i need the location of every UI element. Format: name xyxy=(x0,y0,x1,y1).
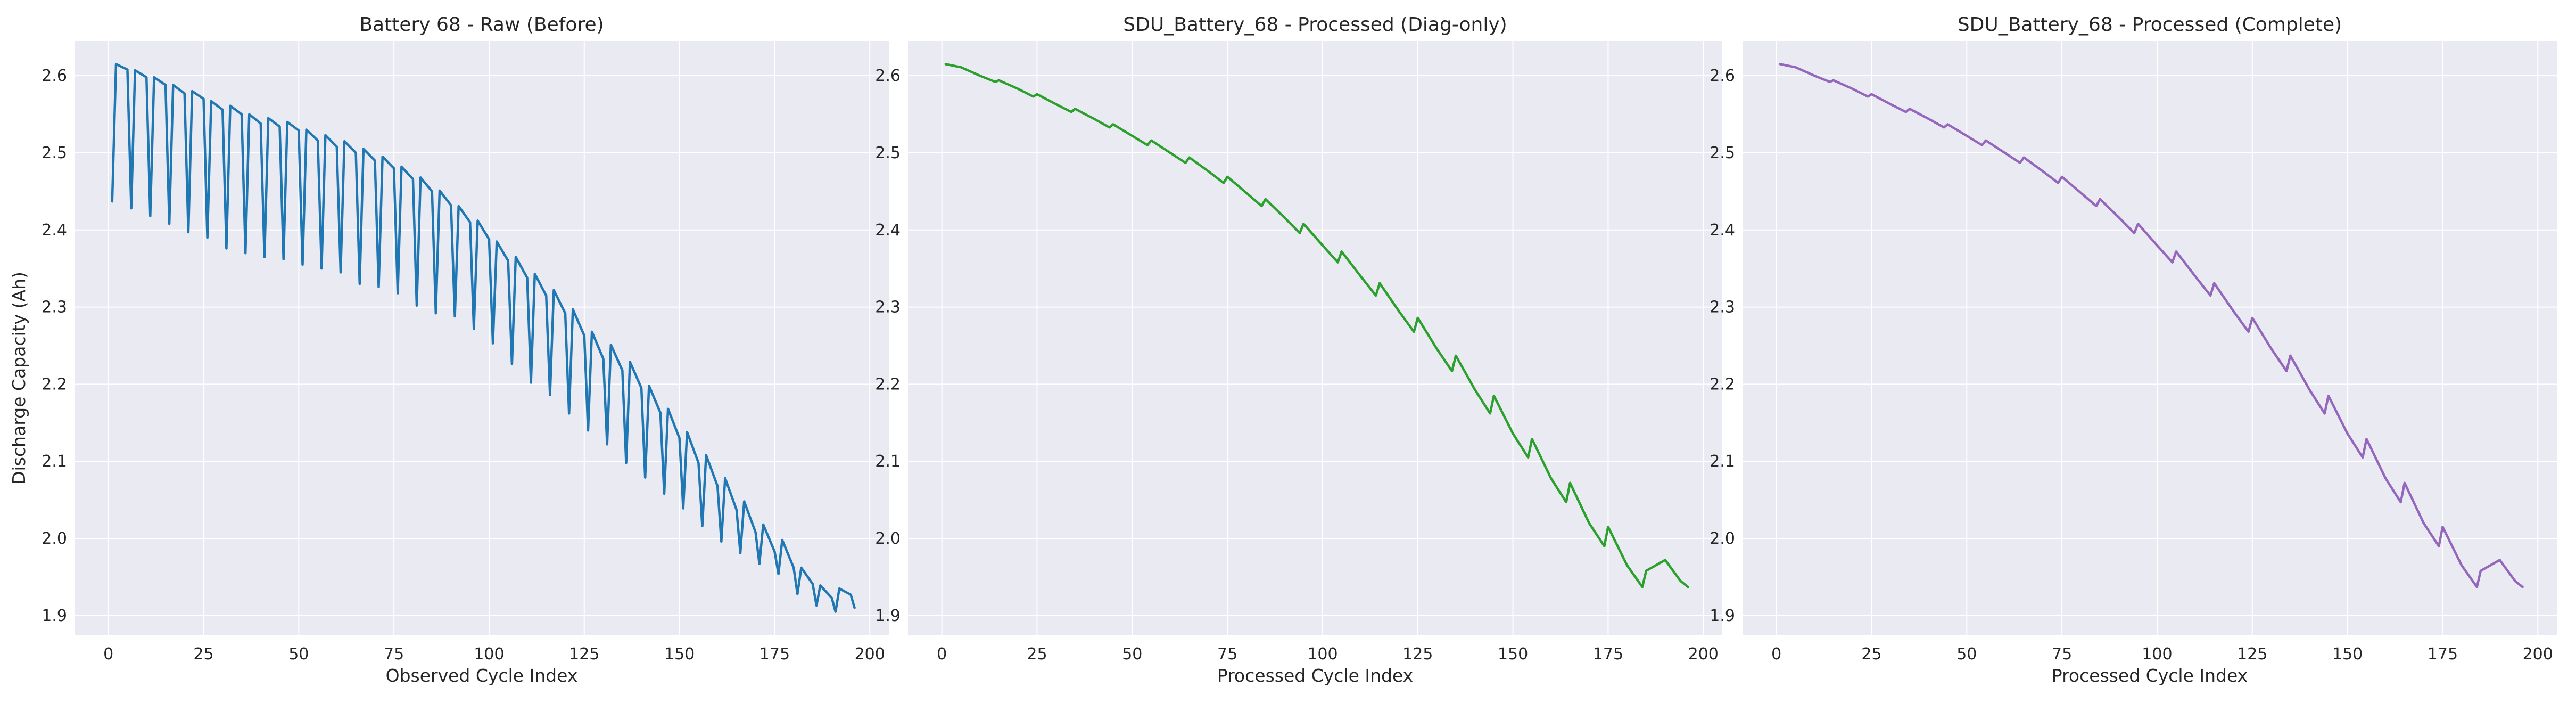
x-tick-label: 200 xyxy=(2523,645,2553,664)
y-tick-label: 2.1 xyxy=(875,452,901,471)
x-tick-label: 0 xyxy=(103,645,113,664)
y-axis-label: Discharge Capacity (Ah) xyxy=(9,272,29,485)
x-tick-label: 150 xyxy=(1498,645,1528,664)
series-line xyxy=(944,63,1689,588)
y-tick-label: 2.3 xyxy=(875,298,901,317)
x-tick-label: 75 xyxy=(2052,645,2072,664)
x-tick-label: 150 xyxy=(664,645,695,664)
x-axis-label: Processed Cycle Index xyxy=(2052,665,2248,686)
y-tick-label: 2.6 xyxy=(875,67,901,85)
y-tick-label: 2.4 xyxy=(875,221,901,240)
y-tick-label: 2.5 xyxy=(1710,144,1735,162)
x-tick-label: 175 xyxy=(1593,645,1623,664)
panel-complete: 0 25 50 75 100 125 150 175 200 1.9 2.0 2.1 2.2 2.3 2.4… xyxy=(1710,14,2557,686)
panel-title: Battery 68 - Raw (Before) xyxy=(359,14,604,36)
y-tick-label: 2.5 xyxy=(42,144,67,162)
ylabel-group: Discharge Capacity (Ah) xyxy=(9,272,29,485)
y-tick-label: 2.2 xyxy=(42,375,67,394)
x-tick-label: 100 xyxy=(2142,645,2172,664)
x-tick-label: 125 xyxy=(1402,645,1433,664)
y-tick-label: 2.3 xyxy=(42,298,67,317)
y-tick-label: 2.6 xyxy=(1710,67,1735,85)
y-tick-label: 2.0 xyxy=(42,529,67,548)
y-tick-label: 2.3 xyxy=(1710,298,1735,317)
y-tick-label: 1.9 xyxy=(875,607,901,625)
y-tick-label: 2.1 xyxy=(1710,452,1735,471)
plot-area xyxy=(1743,41,2557,635)
y-tick-label: 2.2 xyxy=(875,375,901,394)
x-tick-label: 150 xyxy=(2332,645,2363,664)
y-tick-label: 1.9 xyxy=(42,607,67,625)
x-tick-label: 50 xyxy=(1122,645,1142,664)
x-tick-label: 25 xyxy=(1861,645,1881,664)
x-axis-label: Processed Cycle Index xyxy=(1217,665,1413,686)
y-tick-label: 1.9 xyxy=(1710,607,1735,625)
plot-area xyxy=(75,41,889,635)
panel-diag-only: 0 25 50 75 100 125 150 175 200 1.9 2.0 2.1 2.2 2.3 2.4… xyxy=(875,14,1722,686)
y-tick-label: 2.4 xyxy=(42,221,67,240)
x-tick-label: 200 xyxy=(1688,645,1719,664)
y-tick-label: 2.5 xyxy=(875,144,901,162)
x-tick-label: 200 xyxy=(855,645,885,664)
x-tick-label: 175 xyxy=(2428,645,2458,664)
x-tick-label: 75 xyxy=(1217,645,1237,664)
y-tick-label: 2.4 xyxy=(1710,221,1735,240)
x-tick-label: 50 xyxy=(288,645,309,664)
x-tick-label: 25 xyxy=(1027,645,1047,664)
panel-title: SDU_Battery_68 - Processed (Complete) xyxy=(1958,14,2342,36)
x-tick-label: 100 xyxy=(1307,645,1337,664)
series-line xyxy=(1779,63,2524,588)
y-tick-label: 2.6 xyxy=(42,67,67,85)
x-tick-label: 75 xyxy=(384,645,404,664)
x-tick-label: 175 xyxy=(759,645,790,664)
x-axis-label: Observed Cycle Index xyxy=(386,665,578,686)
y-tick-label: 2.0 xyxy=(875,529,901,548)
y-tick-label: 2.0 xyxy=(1710,529,1735,548)
x-tick-label: 125 xyxy=(569,645,599,664)
panel-title: SDU_Battery_68 - Processed (Diag-only) xyxy=(1123,14,1507,36)
panel-raw: 0 25 50 75 100 125 150 175 200 1.9 2.0 2.1 2.2 2.3 2.4… xyxy=(42,14,889,686)
x-tick-label: 25 xyxy=(193,645,213,664)
x-tick-label: 0 xyxy=(1771,645,1781,664)
y-tick-label: 2.1 xyxy=(42,452,67,471)
y-tick-label: 2.2 xyxy=(1710,375,1735,394)
series-line xyxy=(111,63,856,613)
x-tick-label: 0 xyxy=(937,645,947,664)
plot-area xyxy=(908,41,1722,635)
x-tick-label: 125 xyxy=(2237,645,2267,664)
x-tick-label: 100 xyxy=(474,645,504,664)
x-tick-label: 50 xyxy=(1956,645,1977,664)
